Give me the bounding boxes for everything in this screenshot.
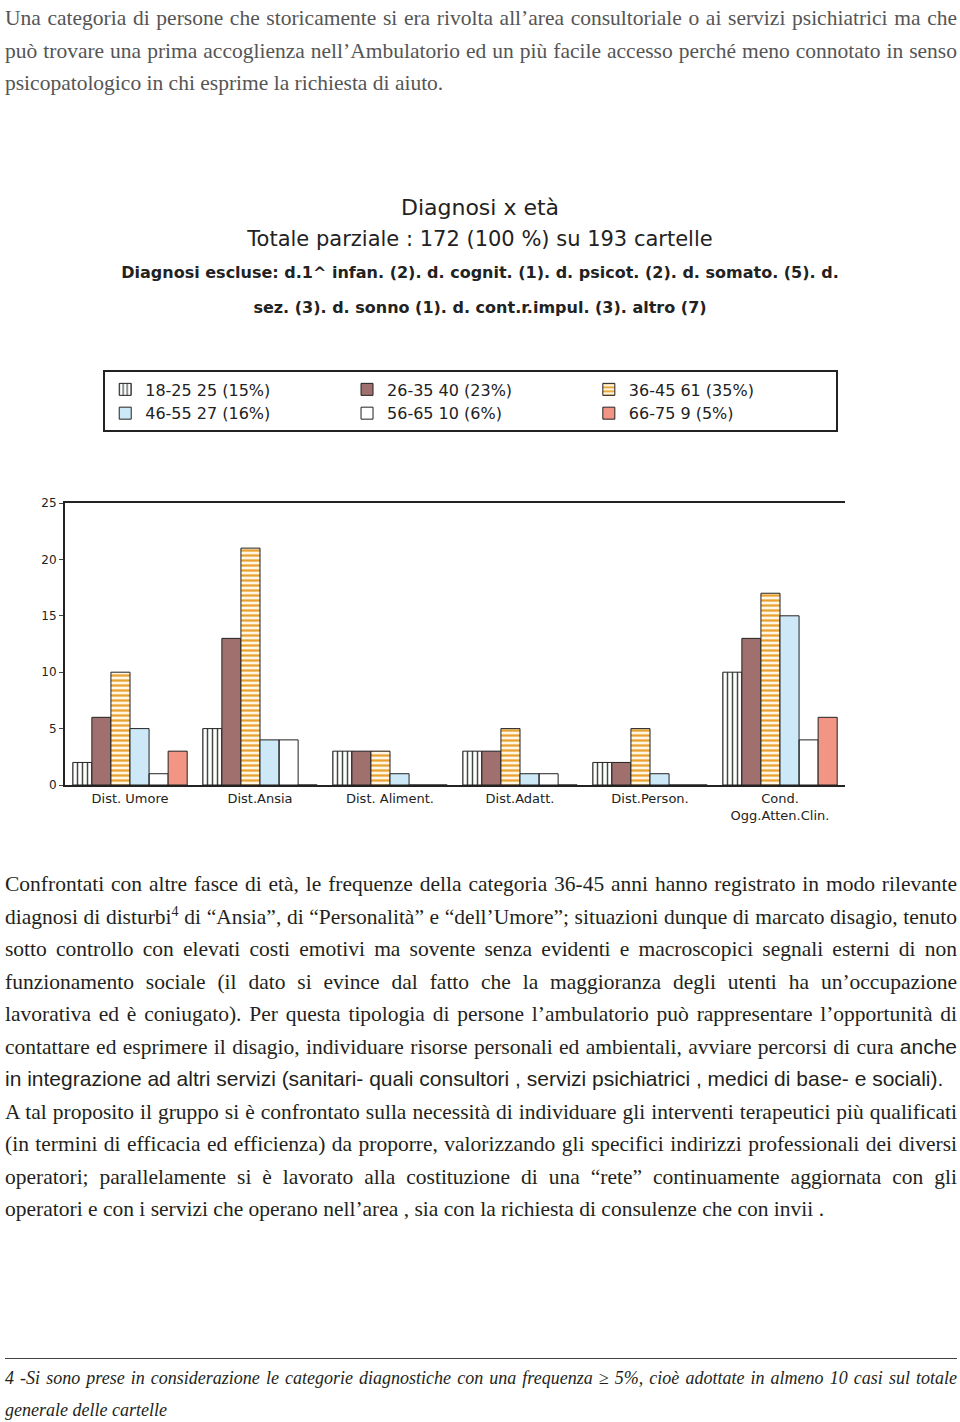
html-text:Totale parziale : 172 (100 %): Totale parziale : 172 (100 %) su 193 car… [247,227,713,251]
svg-text:46-55 27 (16%): 46-55 27 (16%) [145,404,270,423]
html-text:4 -Si sono prese in consideraz: 4 -Si sono prese in considerazione le ca… [5,1368,957,1420]
html-text:Confrontati con altre fasce di: Confrontati con altre fasce di età, le f… [5,872,957,1090]
svg-text:Cond.Ogg.Atten.Clin.: Cond.Ogg.Atten.Clin. [731,791,830,823]
svg-text:Dist. Aliment.: Dist. Aliment. [346,791,434,806]
svg-text:Dist.Adatt.: Dist.Adatt. [486,791,555,806]
svg-text:15: 15 [41,609,56,623]
svg-text:10: 10 [41,665,56,679]
svg-text:0: 0 [49,778,57,792]
html-text:sez. (3). d. sonno (1). d. con: sez. (3). d. sonno (1). d. cont.r.impul.… [253,298,707,317]
html-text:A tal proposito il gruppo si è: A tal proposito il gruppo si è confronta… [5,1099,957,1221]
svg-text:25: 25 [41,496,56,510]
html-text:Diagnosi escluse: d.1^ infan.: Diagnosi escluse: d.1^ infan. (2). d. co… [121,263,839,282]
svg-text:36-45 61 (35%): 36-45 61 (35%) [629,381,754,400]
html-text:Una categoria di persone che s: Una categoria di persone che storicament… [5,6,957,95]
svg-text:5: 5 [49,722,57,736]
svg-text:Dist.Person.: Dist.Person. [611,791,688,806]
svg-text:Dist. Umore: Dist. Umore [92,791,169,806]
svg-text:20: 20 [41,553,56,567]
svg-text:56-65 10 (6%): 56-65 10 (6%) [387,404,502,423]
html-text:Diagnosi x età: Diagnosi x età [400,195,560,220]
svg-text:66-75 9 (5%): 66-75 9 (5%) [629,404,734,423]
svg-text:26-35 40 (23%): 26-35 40 (23%) [387,381,512,400]
svg-text:Dist.Ansia: Dist.Ansia [227,791,292,806]
svg-text:18-25 25 (15%): 18-25 25 (15%) [145,381,270,400]
